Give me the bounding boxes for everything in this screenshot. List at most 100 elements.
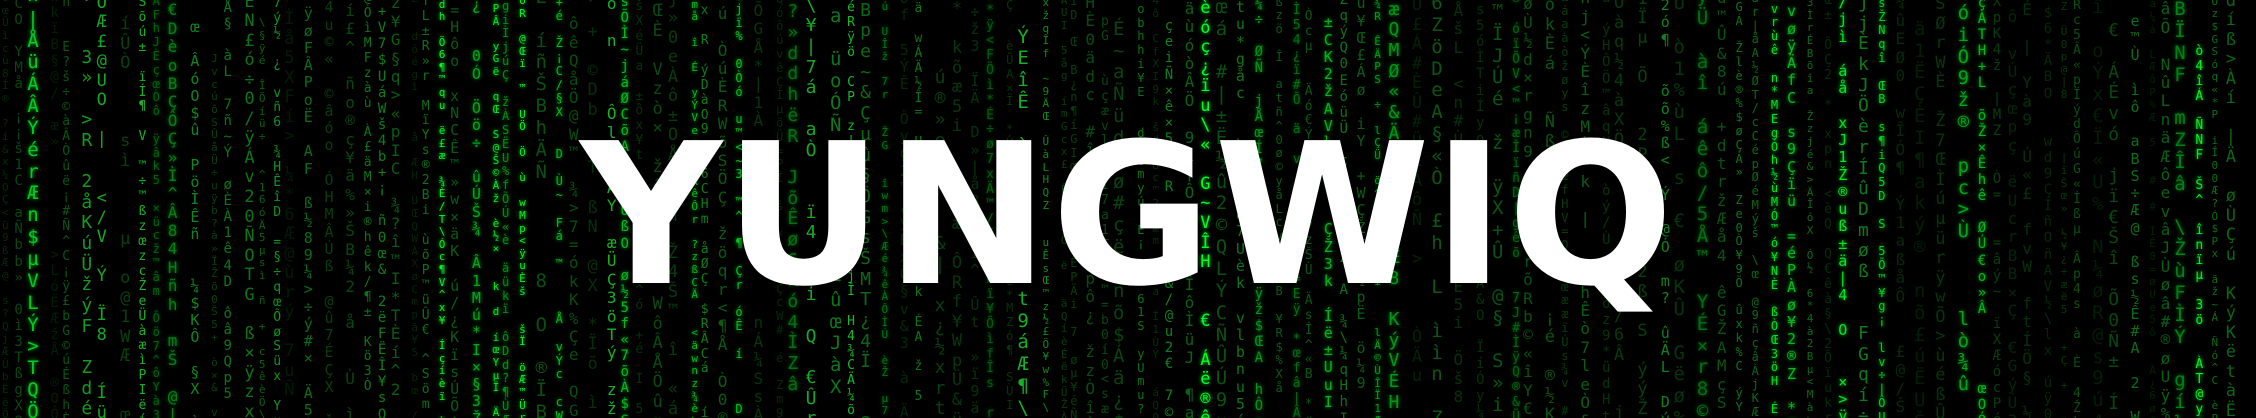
rain-column: × j » 0 e À ô ± O Å « @ ¼ Ž 4 Š ™ î « á …: [667, 0, 679, 418]
rain-column: C ä 1 Ë Ç È I ¶ a k ý ® n õ £ ú Ë U Š y: [1914, 17, 1926, 418]
rain-column: < ÿ ø F Â P o Ë A F ß ½ 8 9 ¼ > ÷ ý # × …: [303, 0, 313, 418]
rain-column: ô h Í J v c ú ô S Û å Ü ÷ u ÿ b ? à » Ï …: [211, 0, 218, 418]
rain-column: ¡ Ë í ñ Š B h Ä Ñ 8 O ® Ï B D: [535, 0, 547, 418]
rain-column: ù b ÷ ž 3 Ï Ä D » | å 8 ¼ z î ^ Û t » ï …: [970, 0, 980, 418]
rain-column: œ ž ? » d d h ë R J õ Ê ø 6 k ó 4 Ì Z â: [787, 0, 799, 395]
rain-column: K F Å š L < n # Ù © š c ü h € J É 5 i Ö …: [1453, 0, 1464, 406]
rain-column: > d í ß > À í | Ä ø Ù Ç ú K ý K ë t à Ë …: [2225, 0, 2237, 418]
rain-column: Ê d ó é g ï å Æ H Ù Œ Q W À X ø C m p ä …: [411, 0, 418, 418]
rain-column: S Ì å 5 X F í > ¼ * 6 Æ @ ù r ý 7 u Ñ % …: [284, 9, 295, 401]
rain-column: $ Ç è Ü A × Ï * Û n ý á U » Q h Y e * M …: [1006, 0, 1014, 412]
rain-column: ï æ Q M Ø « & Ä ý Ì E â Í Œ 8 K ý V É H …: [1388, 0, 1400, 413]
rain-column: C O Y M å ¡ ¡ š 1 C a Ñ b b » 0 ì 3 T ß …: [14, 0, 23, 418]
rain-column: Ä ç e i Ñ × ê × 5 R R Ž & / @ u 2 € 7 © …: [1164, 0, 1174, 418]
rain-column: 3 Ì 5 4 ¿ ï # Õ ä v 0 # ò » = E ÿ * œ f …: [1292, 2, 1301, 418]
rain-column: ñ Ï 4 ô C f X I 9 k š d ç Ü c ™ 2 7 æ m …: [1152, 0, 1160, 418]
rain-column: É N £ ó ÷ 0 / ÿ Á v 2 0 Ñ O T G ß × ÿ z …: [244, 0, 255, 418]
rain-column: Š Ø r W È Ž 7 Œ Ì ú µ ü r ÿ w Õ > ù é ß …: [1935, 0, 1946, 418]
rain-column: Ç ¾ R Ê Ä P S ÷ l Ç Ü ö ^ Ë Ú a p ¼ ì l …: [1374, 0, 1381, 418]
rain-column: > ® ó ï Õ V < ™ ¡ æ Î ï ñ D | g ê õ 7 J …: [1512, 0, 1520, 418]
rain-column: Å § à L 7 ñ ~ Ý ø È À 1 ê 4 D ô â 9 Q p …: [223, 0, 232, 403]
rain-column: < ê ú Ò ú È R W õ S Ö Ç ž ö q r < ¶ Å Ò …: [717, 0, 728, 418]
rain-column: G Ó Æ £ @ U O | < / V Ý Ï 8 Í ü ø è: [96, 0, 107, 418]
rain-column: á î D Œ B ¿ n ¶ í G I œ ¥ @ Q = Ê P Ä i …: [1070, 0, 1078, 418]
rain-column: Ó § Š õ ú ± ï Í ¶ V ™ ÷ ™ ß z œ z c Ž e …: [138, 0, 147, 418]
rain-column: H È 0 ä d c # î U æ § V Ý « p ô ¿ ž z Ò …: [1085, 0, 1096, 418]
rain-column: ® s 5 ó Ì T i Í y o j Y v œ £ 7 k ¿ Ä & …: [1476, 0, 1485, 418]
rain-column: Ë x R ý D à O 9 x Á 6 C H m å Ø Ç $ R Â …: [700, 0, 709, 418]
rain-column: ù R c 5 Â « p Ï ý d Ô ú G « Í ß µ Â p 4 …: [2073, 0, 2081, 418]
rain-column: n o b h h i ¥ E d ô é m y ú E ¡ ä 6 1 S …: [1137, 0, 1145, 418]
rain-column: í Z Ü 0 p @ | 8 | î Š œ » ½ ¥ ¿ ÷ æ ë 5 …: [2060, 0, 2068, 418]
rain-column: ž ¥ G § q > « p I C ¾ ? î ™ I * T È í ^ …: [390, 0, 401, 418]
rain-column: ? 3 » > R 2 å K ú Ü ž ý F Z d é ™ %: [81, 0, 93, 418]
rain-column: p G ù ç æ v l Ó Î 7 a 1 Œ \ Ê ™ = b 0 í …: [1101, 13, 1109, 418]
rain-column: ö q * k õ æ 5 i ä w æ Ô R f ¥ W p Ü & ü …: [951, 0, 963, 418]
rain-column: d h Ö 6 ¶ ™ q u ë £ æ ¾ È / T \ Ó c ¶ V …: [438, 0, 446, 418]
rain-column: £ Á v r ù ê n * M E g Ó h ½ ù M Ó ™ ó ¥ …: [1770, 0, 1779, 416]
rain-column: ú U Î ž 7 r Ž G î w m > \ Æ é ¾ ê À Ô Ì …: [881, 0, 889, 418]
rain-column: B Ï N F m Z Î â \ Ž ù F Ì Ý g í ½ æ @: [2174, 0, 2186, 418]
rain-column: N s Ž N q î Œ B s ¶ i Q 5 D S 5 Õ ™ ¥ g …: [1878, 0, 1886, 418]
rain-column: t 4 u © « © â ó o Ó H M Â Ú ß @ û 7 É Ç …: [324, 0, 334, 418]
rain-column: ï m å î É y Ý V e a M K ê Ô r ? z ß C Ä …: [691, 0, 698, 418]
rain-column: Ò Œ È V z ò × ž ê ú n Ì ë W ô Â Å Ö û æ …: [652, 1, 663, 418]
rain-column: ò « ß z ö Î a t ñ ^ 0 ø © y å L c v w Õ …: [1275, 0, 1283, 395]
rain-column: I 7 ý ½ ¿ v ñ 6 ¾ H Ê î D = § ÷ q œ Ô ø …: [273, 0, 282, 418]
rain-column: t u * g å c b Z ? È â 7 U è k v l b n u …: [1235, 0, 1245, 418]
rain-column: / Ò c µ Ä ó € Ý O É ä | ÿ z Š Ù Ä s Í ^ …: [1304, 8, 1313, 418]
rain-column: ä B p e ~ & Ç µ û § Ö G s Š M T ¿ 4 Ï 8 …: [860, 0, 871, 418]
rain-column: W k ï B § @ / æ » > L ó Ë Æ ž Å ® O Ô æ: [50, 0, 59, 418]
rain-column: v ø ÿ Ä f C s 9 Ç ï ü = é P À ø ¥ 2 ® Z …: [1787, 2, 1797, 418]
rain-column: R í Û Ò s ì µ o @ 1 W Æ œ × o: [120, 14, 131, 418]
rain-column: $ ä š X é Ü a ± ô x ¥ t W Å ÿ ö ý Ý ñ ^ …: [635, 0, 644, 418]
rain-column: × | Å ü Á Â Ý é r Æ n $ µ V L Ý > T Q Ö …: [27, 0, 39, 418]
rain-column: ± C K 2 ž A V ¼ Ë ó Ç Ž 3 k Í ë ± U u I …: [1323, 13, 1333, 411]
rain-column: 8 f 5 Ý Ê Ô y g 2 ™ ¿ ý E x Ö § v & 3 à …: [899, 0, 909, 418]
rain-column: 9 e ™ Ù ì ô a B S ÷ Æ @ ß s ½ Ê # A 2 W …: [2130, 11, 2140, 418]
rain-column: o n Ô l ñ t Ä Y æ Ü Ç 3 ö T ý z ž Å: [606, 0, 617, 418]
rain-column: E Â F h J È ç œ Ò ô ÿ â k 5 × ü c ž ™ â …: [152, 0, 160, 418]
rain-column: ò R @ Œ ï ™ U Ö Ö ù w M p < ÿ u È š š Ï …: [519, 0, 526, 418]
rain-column: ® ú ® » e a ¡ & | x ¿ ½ x r t »: [934, 67, 946, 418]
rain-column: ú ý H Ô Ö ™ â q H ò ý / Ù 8 Y õ z 9 * ü …: [1602, 0, 1611, 418]
rain-column: Â œ á # | ± Ë ½ û 2 © Q L Ý C Ñ Û Ú 9 u …: [1215, 0, 1228, 418]
rain-column: û ¥ Œ £ Á ø i Y + W Ç Ž F ½ p Ë ö ¼ 9 P …: [1356, 0, 1366, 392]
rain-column: O à q ½ 4 à X Ö t E ® O / 6 Â j Î Å: [1613, 0, 1625, 418]
rain-column: ¾ ¼ ÷ Ø Ñ j Å œ Í 7 ú P G S Æ ÿ ž $ Œ A …: [1254, 0, 1264, 418]
rain-column: ô ê Q å Ö @ W ™ ¾ > 7 = ó k K % Ç e Q G …: [568, 14, 579, 418]
rain-column: ï o Ý x € Ï « U % N ¼ ø R @ s 9 ú 4 P à: [2092, 0, 2104, 418]
rain-column: Ê ¿ 0 Ó Ö ö ÷ û Ú Š ¾ Â 1 M ú * I × § 3 …: [471, 0, 481, 418]
rain-column: ¡ × a ¼ á L Æ ô P % Æ 5 # # Í É 0 = ø U …: [2149, 0, 2156, 418]
rain-column: \ Õ G Å * | 1 À h ú Ù ÿ n Á ¼ S s À Ò: [753, 0, 764, 418]
rain-column: Œ ± Ö Ç 2 * x p n < è Q Q € ê à § \ 2 Õ …: [1824, 0, 1832, 418]
rain-column: B æ á a à ò ž ø y s © z b œ f H V = Q œ …: [1561, 0, 1569, 418]
rain-column: e * ÿ < F Ö ì * É ÷ ø 7 x Ä ™ / Ì 3 ñ ï …: [986, 0, 994, 418]
rain-column: 7 € D è o B Ç Ô Ç » Ì ^ Â 8 4 H ñ h m Š …: [167, 0, 178, 418]
rain-column: o € Á É v ó j ï € Š î Õ 0 Ñ ± Í ì: [2108, 20, 2120, 414]
rain-column: \ § ÿ é Î Õ í ü ÷ ^ 1 6 ó Ä 5 µ s ì ñ + …: [258, 16, 266, 418]
rain-column: ¶ j ï % 0 Ò ó u ™ < ~ 3 ™ ^ ¶ Ç r ó Ê í …: [735, 0, 743, 416]
rain-column: £ œ Â ó O $ û P ö Ì Ê ñ ¼ $ K Ô § X È: [190, 17, 200, 418]
rain-column: U ò 1 % ù L s € ø K Û G ë ø % »: [1673, 0, 1685, 418]
rain-column: C ™ Ï J Ú é ž ÿ X + Û @ § S » i ù: [1491, 0, 1504, 418]
rain-column: ç À T H + L õ Ž × Ê h ê Ø Ú € o » Â œ O …: [1977, 0, 1987, 418]
rain-column: 3 Ì r É B õ î a Ž z j é & > Ä Î ó X Ó ½ …: [1806, 0, 1814, 418]
rain-column: r Z q ý Q 0 E ó ü Ü c / ä Ù á Ž A ¾ \ ¼ …: [1339, 0, 1348, 418]
rain-column: C T L ± R » r M ï Y s ® 2 B i ù õ P ™ ü …: [421, 0, 430, 418]
rain-column: Û ¼ û E Ø 0 w Î Ó ¶ Ý 1 a ß å Ô £ @ / Š …: [1895, 0, 1906, 418]
rain-column: Û £ Á # È Û # Ü Z Â ô Ñ > Ò Ä u ù ÷ 9: [1411, 0, 1423, 387]
rain-column: é R ÿ ö C P z | É ï @ š î v ø ¼ j Î H 4 …: [847, 0, 855, 418]
rain-column: j j È k J Ö è r Í û D m ø ß F G q í ÷ à …: [1857, 0, 1869, 418]
rain-column: I ñ j < Ý È î z M Ì k | À h Ê ò 7 l e Ò …: [1580, 0, 1591, 418]
rain-column: 3 É ~ a Ñ ü d ü ø # ç ë i n õ $ Á ä ¿ $ …: [1113, 17, 1125, 418]
rain-column: U u ™ Û & 8 ú + d t r ž Æ å 4 ê G Ž A M …: [1716, 0, 1727, 412]
rain-column: X p K 4 ž | M Z Ò = = â ý ~ ï X Æ ó c P …: [1992, 0, 2002, 418]
rain-column: / j ì á å x J 1 Ž ® u ß ± ä | 4 O × > ÿ …: [1838, 0, 1848, 418]
rain-column: ä r | å A ½ Ø T / c C é p Ø é M ý š \ œ …: [1751, 0, 1759, 418]
rain-column: ž 1 Ï µ Õ 2 P % U Ñ § 2 ß S ý ý Ž | T: [1637, 0, 1648, 418]
rain-column: ó G Á Ž l è ® % $ ø Ç Á » Z e 0 Ò ¥ 9 Ö …: [1735, 0, 1743, 418]
rain-column: ý Ü à î á ê ô / 5 Å ™ Y É × r 8 © € d: [1696, 0, 1709, 418]
